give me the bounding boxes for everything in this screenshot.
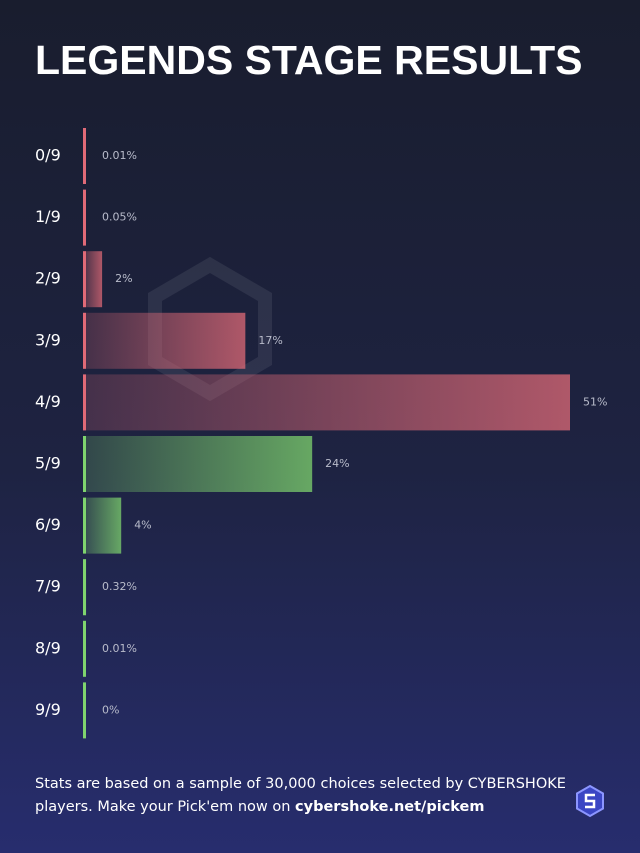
category-label: 0/9: [35, 146, 61, 165]
value-label: 4%: [134, 519, 151, 532]
bars: 0/9 0.01% 1/9 0.05% 2/9 2% 3/9 17% 4/9 51% 5/9 24% 6…: [35, 128, 607, 739]
bar: [83, 312, 246, 369]
value-label: 0.01%: [102, 149, 137, 162]
value-label: 24%: [325, 457, 349, 470]
footnote: Stats are based on a sample of 30,000 ch…: [35, 776, 566, 792]
category-label: 6/9: [35, 515, 61, 534]
value-label: 0.05%: [102, 211, 137, 224]
value-label: 0.01%: [102, 642, 137, 655]
category-label: 9/9: [35, 700, 61, 719]
bar: [83, 374, 570, 431]
brand-logo: [576, 784, 604, 818]
value-label: 51%: [583, 395, 607, 408]
value-label: 0%: [102, 703, 119, 716]
footnote-text: players. Make your Pick'em now on: [35, 799, 290, 815]
value-label: 0.32%: [102, 580, 137, 593]
category-label: 4/9: [35, 392, 61, 411]
category-label: 8/9: [35, 638, 61, 657]
category-label: 1/9: [35, 207, 61, 226]
chart-title: LEGENDS STAGE RESULTS: [35, 37, 582, 83]
bar: [83, 497, 122, 554]
value-label: 17%: [258, 334, 282, 347]
category-label: 2/9: [35, 269, 61, 288]
category-label: 5/9: [35, 454, 61, 473]
footnote-link: cybershoke.net/pickem: [295, 799, 484, 815]
value-label: 2%: [115, 272, 132, 285]
bar: [83, 251, 103, 308]
footnote: players. Make your Pick'em now on cybers…: [35, 799, 485, 815]
category-label: 7/9: [35, 577, 61, 596]
bar: [83, 436, 313, 492]
category-label: 3/9: [35, 330, 61, 349]
